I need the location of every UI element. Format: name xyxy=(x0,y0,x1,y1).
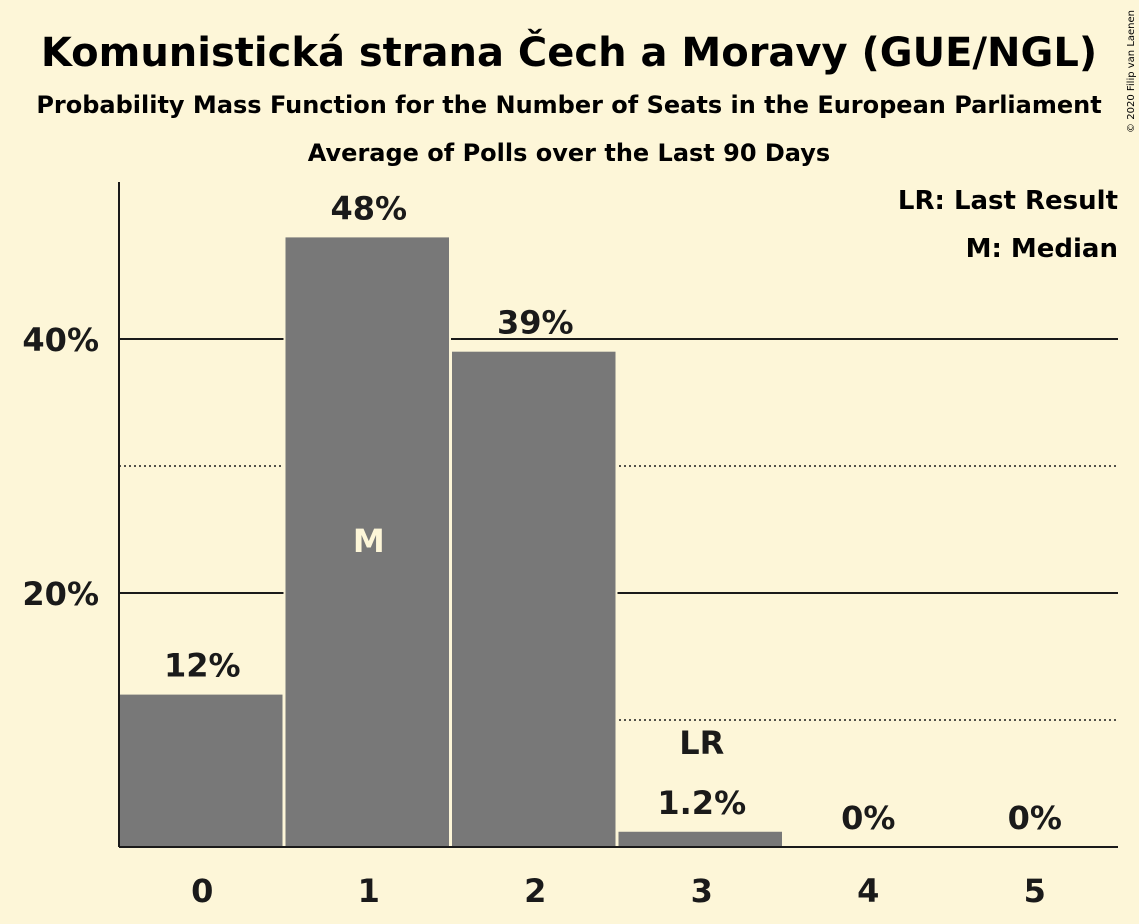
chart-title: Komunistická strana Čech a Moravy (GUE/N… xyxy=(41,28,1097,76)
bar-value-label: 0% xyxy=(841,799,895,837)
markers: M LR xyxy=(353,522,724,762)
y-tick-label: 20% xyxy=(22,575,99,613)
bar xyxy=(618,831,782,847)
last-result-marker: LR xyxy=(679,724,724,762)
bar xyxy=(452,351,616,847)
y-tick-label: 40% xyxy=(22,321,99,359)
x-tick-label: 4 xyxy=(857,872,879,910)
bar-value-label: 1.2% xyxy=(657,784,746,822)
x-tick-label: 0 xyxy=(191,872,213,910)
axes xyxy=(118,182,1118,848)
gridlines xyxy=(119,338,1118,721)
bar xyxy=(119,694,283,847)
bars xyxy=(117,237,784,847)
value-labels: 12% 48% 39% 1.2% 0% 0% xyxy=(164,189,1062,837)
bar-value-label: 0% xyxy=(1008,799,1062,837)
bar-value-label: 12% xyxy=(164,647,241,685)
chart-subtitle-polls: Average of Polls over the Last 90 Days xyxy=(308,139,830,167)
x-tick-label: 5 xyxy=(1024,872,1046,910)
legend-last-result: LR: Last Result xyxy=(898,186,1118,216)
bar-value-label: 48% xyxy=(330,189,407,227)
y-tick-labels: 20% 40% xyxy=(22,321,99,613)
chart-subtitle: Probability Mass Function for the Number… xyxy=(36,91,1101,119)
x-tick-label: 1 xyxy=(358,872,380,910)
bar-value-label: 39% xyxy=(497,304,574,342)
median-marker: M xyxy=(353,522,385,560)
x-tick-labels: 0 1 2 3 4 5 xyxy=(191,872,1046,910)
legend-median: M: Median xyxy=(966,234,1118,264)
copyright-note: © 2020 Filip van Laenen xyxy=(1126,10,1137,133)
x-tick-label: 3 xyxy=(691,872,713,910)
x-tick-label: 2 xyxy=(524,872,546,910)
bar xyxy=(285,237,449,847)
